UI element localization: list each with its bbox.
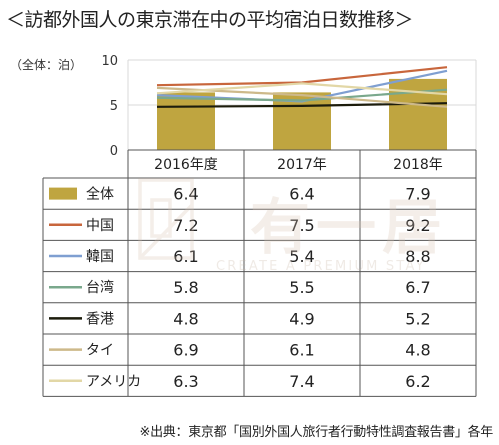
watermark-brand: 有一居 [250, 193, 448, 263]
data-label: 6.7 [405, 278, 430, 297]
y-tick-label: 10 [101, 54, 118, 69]
data-label: 4.8 [405, 341, 430, 360]
data-label: 6.2 [405, 372, 430, 391]
line-台湾 [156, 88, 448, 102]
chart-title: ＜訪都外国人の東京滞在中の平均宿泊日数推移＞ [6, 9, 414, 31]
data-label: 6.3 [173, 372, 198, 391]
y-tick-label: 0 [110, 144, 118, 159]
bar-全体 [157, 92, 215, 150]
x-tick-label: 2018年 [393, 157, 443, 173]
watermark-tagline: CREATE A PREMIUM STAY [216, 259, 426, 274]
watermark-logo: 有一居 CREATE A PREMIUM STAY [138, 178, 448, 274]
data-label: 5.5 [289, 278, 314, 297]
data-label: 7.2 [173, 216, 198, 235]
legend-label-香港: 香港 [86, 311, 114, 327]
legend-label-中国: 中国 [86, 218, 114, 234]
data-label: 5.4 [289, 247, 314, 266]
legend-label-タイ: タイ [86, 343, 114, 359]
legend-key-全体 [49, 187, 77, 200]
data-label: 6.4 [289, 185, 314, 204]
lines [156, 66, 448, 108]
data-label: 8.8 [405, 247, 430, 266]
y-tick-label: 5 [110, 99, 118, 114]
data-label: 5.2 [405, 309, 430, 328]
line-アメリカ [156, 82, 448, 96]
source-note: ※出典：東京都「国別外国人旅行者行動特性調査報告書」各年 [139, 425, 494, 440]
y-ticks: 0 5 10 [101, 54, 118, 159]
legend-label-全体: 全体 [86, 186, 114, 203]
data-label: 5.8 [173, 278, 198, 297]
data-label: 6.4 [173, 185, 198, 204]
x-tick-label: 2016年度 [154, 157, 218, 173]
data-label: 7.9 [405, 185, 430, 204]
data-label: 6.1 [289, 341, 314, 360]
data-label: 7.4 [289, 372, 314, 391]
watermark-emblem [138, 178, 194, 260]
legend-label-韓国: 韓国 [86, 249, 114, 265]
data-label: 7.5 [289, 216, 314, 235]
data-label: 6.1 [173, 247, 198, 266]
data-label: 4.8 [173, 309, 198, 328]
line-香港 [156, 102, 448, 108]
y-axis-unit-label: （全体：泊） [10, 58, 83, 72]
x-tick-label: 2017年 [277, 157, 327, 173]
data-label: 9.2 [405, 216, 430, 235]
data-label: 6.9 [173, 341, 198, 360]
legend-label-台湾: 台湾 [86, 279, 114, 296]
legend-label-アメリカ: アメリカ [86, 374, 141, 390]
data-label: 4.9 [289, 309, 314, 328]
